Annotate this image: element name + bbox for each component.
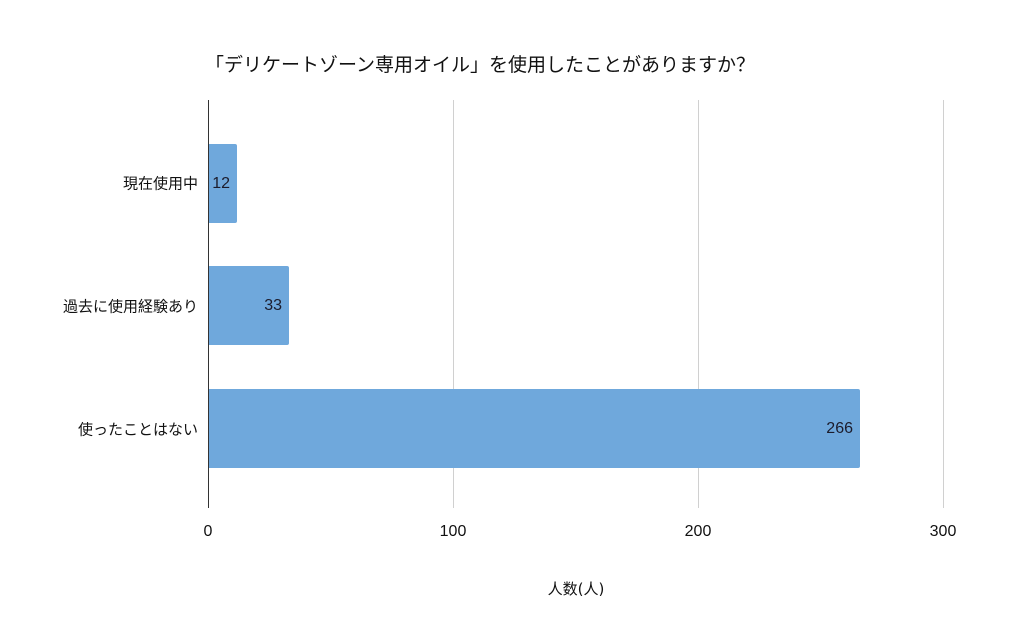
x-tick-label: 200 — [684, 523, 712, 540]
gridline-100 — [453, 100, 454, 508]
bar-used-before: 33 — [208, 266, 289, 345]
x-tick-label: 300 — [929, 523, 957, 540]
x-axis-title: 人数(人) — [547, 580, 605, 598]
bar-value-label: 12 — [212, 174, 230, 192]
category-label: 使ったことはない — [77, 420, 198, 439]
gridline-300 — [943, 100, 944, 508]
bar-currently-using: 12 — [208, 144, 237, 223]
category-label: 現在使用中 — [122, 174, 198, 193]
x-tick-label: 0 — [203, 523, 213, 540]
bar-value-label: 33 — [264, 296, 282, 314]
bar-value-label: 266 — [826, 419, 853, 437]
category-label: 過去に使用経験あり — [62, 297, 198, 316]
gridline-200 — [698, 100, 699, 508]
bar-never-used: 266 — [208, 389, 860, 468]
y-axis-line — [208, 100, 209, 508]
x-tick-label: 100 — [439, 523, 467, 540]
chart-title: 「デリケートゾーン専用オイル」を使用したことがありますか？ — [204, 54, 756, 76]
plot-area: 12 33 266 — [208, 100, 944, 508]
